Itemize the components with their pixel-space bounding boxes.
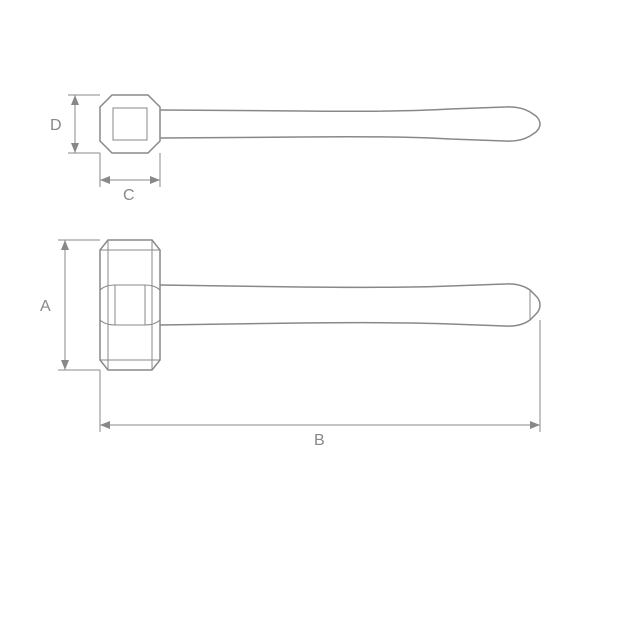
dimension-D: D [50, 95, 100, 153]
side-handle [160, 284, 540, 326]
dimension-C: C [100, 153, 160, 204]
dimension-B: B [100, 320, 540, 449]
dimension-A: A [40, 240, 100, 370]
side-view [100, 240, 540, 370]
label-A: A [40, 298, 51, 315]
top-hammer-head [100, 95, 160, 153]
label-D: D [50, 117, 62, 134]
top-head-inner [113, 108, 147, 140]
label-C: C [123, 187, 135, 204]
top-handle [160, 107, 540, 141]
hammer-dimension-diagram: D C A [0, 0, 620, 620]
label-B: B [314, 432, 325, 449]
side-hammer-head [100, 240, 160, 370]
top-view [100, 95, 540, 153]
